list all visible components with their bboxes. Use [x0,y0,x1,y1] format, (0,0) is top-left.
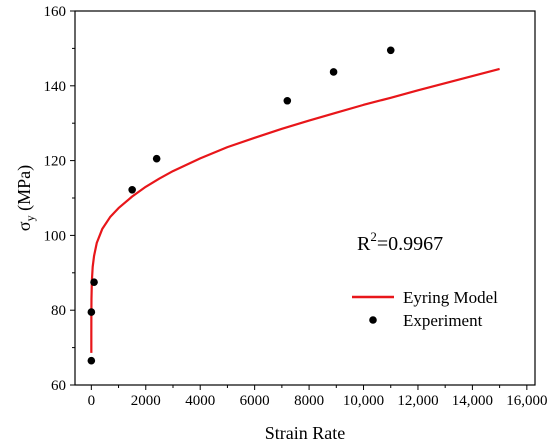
svg-text:σy (MPa): σy (MPa) [14,165,37,231]
experiment-point [152,154,161,163]
x-tick-label: 4000 [185,393,215,409]
legend-label-eyring: Eyring Model [403,288,498,307]
legend-label-experiment: Experiment [403,311,483,330]
eyring-model-line [90,67,500,353]
legend-marker-swatch [369,316,377,324]
y-tick-label: 100 [44,228,67,244]
r-squared-base: R [357,233,371,255]
data-points-layer [87,46,395,365]
y-tick-label: 140 [44,79,67,95]
y-axis-title: σy (MPa) [14,165,37,231]
y-axis-title-subscript: y [23,215,37,221]
r-squared-annotation: R2=0.9967 [357,229,443,255]
legend: Eyring Model Experiment [352,288,498,330]
x-tick-label: 12,000 [397,393,438,409]
x-tick-label: 10,000 [343,393,384,409]
y-tick-label: 160 [44,4,67,20]
y-tick-label: 60 [51,378,66,394]
r-squared-value: =0.9967 [377,233,443,255]
experiment-point [128,185,136,194]
experiment-point [87,308,96,316]
r-squared-superscript: 2 [370,229,377,244]
axis-ticks: 0 2000 4000 6000 8000 10,000 12,000 14,000 16,00… [44,4,548,409]
x-tick-label: 16,000 [506,393,547,409]
x-tick-label: 6000 [240,393,270,409]
experiment-point [87,356,96,365]
x-tick-label: 0 [88,393,96,409]
x-axis-title: Strain Rate [265,423,345,443]
experiment-point [329,68,338,76]
x-tick-label: 14,000 [452,393,493,409]
y-tick-label: 80 [51,303,66,319]
y-axis-title-unit: (MPa) [14,165,35,216]
y-axis-title-symbol: σ [14,221,34,231]
x-tick-label: 2000 [131,393,161,409]
fit-curve-layer [90,67,500,353]
experiment-point [90,278,98,286]
y-tick-label: 120 [44,154,67,170]
x-tick-label: 8000 [294,393,324,409]
experiment-point [283,96,292,105]
experiment-point [386,46,395,55]
